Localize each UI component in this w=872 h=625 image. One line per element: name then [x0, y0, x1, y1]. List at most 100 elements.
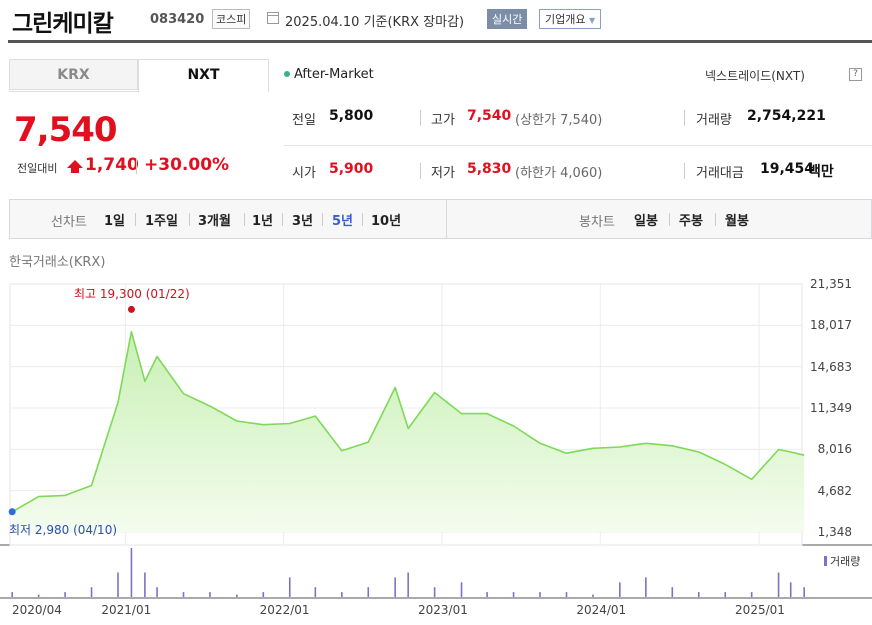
volume-bar	[90, 587, 93, 597]
chart-source-label: 한국거래소(KRX)	[9, 255, 106, 270]
period-1w[interactable]: 1주일	[145, 214, 178, 229]
change-label: 전일대비	[17, 162, 58, 175]
upper-limit: (상한가 7,540)	[515, 113, 603, 128]
after-market-dot-icon	[284, 71, 290, 77]
calendar-icon	[267, 12, 279, 24]
realtime-button[interactable]: 실시간	[487, 9, 528, 29]
period-1d[interactable]: 1일	[104, 214, 126, 229]
volume-bar	[803, 587, 805, 597]
y-tick-label: 1,348	[817, 525, 852, 539]
x-tick-label: 2021/01	[101, 603, 152, 617]
volume-bar	[130, 548, 133, 597]
volume-label: 거래량	[696, 113, 732, 128]
price-area	[12, 331, 805, 532]
volume-bar	[117, 572, 119, 597]
divider	[715, 213, 716, 226]
x-tick-label: 2023/01	[418, 603, 468, 617]
volume-value: 2,754,221	[747, 108, 826, 124]
volume-bar	[11, 592, 13, 597]
change-value: 1,740	[85, 155, 139, 175]
lower-limit: (하한가 4,060)	[515, 166, 603, 181]
company-info-dropdown[interactable]: 기업개요 ▼	[539, 9, 602, 29]
candle-monthly[interactable]: 월봉	[725, 214, 749, 229]
volume-bar	[486, 592, 488, 597]
period-5y[interactable]: 5년	[332, 214, 354, 229]
period-3m[interactable]: 3개월	[198, 214, 231, 229]
stock-name: 그린케미칼	[12, 11, 114, 37]
help-icon[interactable]: ?	[849, 68, 862, 81]
volume-bar	[539, 592, 541, 597]
price-line	[11, 330, 805, 513]
low-label: 저가	[431, 166, 455, 181]
y-tick-label: 8,016	[817, 442, 852, 457]
plot-frame	[9, 283, 803, 546]
x-tick-label: 2022/01	[259, 603, 310, 617]
volume-bar	[460, 582, 463, 597]
divider	[684, 110, 685, 126]
volume-bar	[565, 592, 568, 597]
open-value: 5,900	[329, 161, 374, 177]
candle-daily[interactable]: 일봉	[634, 214, 658, 229]
volume-bar	[182, 592, 185, 597]
current-price: 7,540	[14, 110, 118, 150]
divider	[669, 213, 670, 226]
low-marker	[8, 508, 16, 516]
prev-value: 5,800	[329, 108, 374, 124]
high-label: 고가	[431, 113, 455, 128]
tab-nxt[interactable]: NXT	[138, 59, 269, 92]
row-divider	[284, 145, 872, 146]
volume-bar	[789, 582, 792, 597]
nextrade-link[interactable]: 넥스트레이드(NXT)	[705, 69, 805, 83]
y-tick-label: 18,017	[810, 318, 852, 333]
volume-bar	[777, 572, 780, 597]
up-arrow-icon	[67, 160, 83, 168]
open-label: 시가	[292, 166, 316, 181]
volume-bar	[236, 594, 238, 597]
divider	[135, 213, 136, 226]
volume-bar	[697, 592, 700, 597]
volume-bar	[619, 582, 621, 597]
volume-bar	[645, 577, 647, 597]
header-rule	[8, 40, 872, 43]
volume-bar	[512, 592, 515, 597]
low-value: 5,830	[467, 161, 512, 177]
volume-bar	[671, 587, 674, 597]
volume-bar	[37, 594, 40, 597]
period-10y[interactable]: 10년	[371, 214, 402, 229]
tab-krx[interactable]: KRX	[9, 59, 138, 90]
period-1y[interactable]: 1년	[252, 214, 274, 229]
volume-bar	[288, 577, 291, 597]
x-tick-label: 2024/01	[576, 603, 627, 617]
y-tick-label: 21,351	[810, 277, 852, 291]
divider	[244, 213, 245, 226]
volume-bar	[724, 592, 727, 597]
period-3y[interactable]: 3년	[292, 214, 314, 229]
x-tick-label: 2025/01	[735, 603, 785, 617]
candle-weekly[interactable]: 주봉	[679, 214, 703, 229]
volume-bar	[209, 592, 211, 597]
tab-underline	[9, 91, 138, 92]
after-market-label: After-Market	[294, 67, 374, 82]
period-bar	[9, 199, 872, 239]
divider	[362, 213, 363, 226]
prev-label: 전일	[292, 113, 316, 128]
volume-bar	[156, 587, 158, 597]
divider	[322, 213, 323, 226]
market-badge: 코스피	[212, 9, 251, 29]
low-annotation: 최저 2,980 (04/10)	[9, 523, 118, 537]
divider	[136, 158, 137, 174]
divider	[420, 163, 421, 179]
amount-unit: 백만	[808, 164, 834, 180]
volume-bar	[64, 592, 66, 597]
period-bar-divider	[446, 200, 447, 238]
high-annotation: 최고 19,300 (01/22)	[74, 287, 190, 301]
volume-bar	[262, 592, 265, 597]
amount-label: 거래대금	[696, 166, 744, 181]
candle-chart-label: 봉차트	[579, 215, 615, 230]
company-info-label: 기업개요	[545, 13, 586, 26]
volume-bar	[144, 572, 146, 597]
y-tick-label: 11,349	[810, 401, 852, 415]
volume-bar	[394, 577, 396, 597]
x-tick-label: 2020/04	[12, 603, 62, 617]
